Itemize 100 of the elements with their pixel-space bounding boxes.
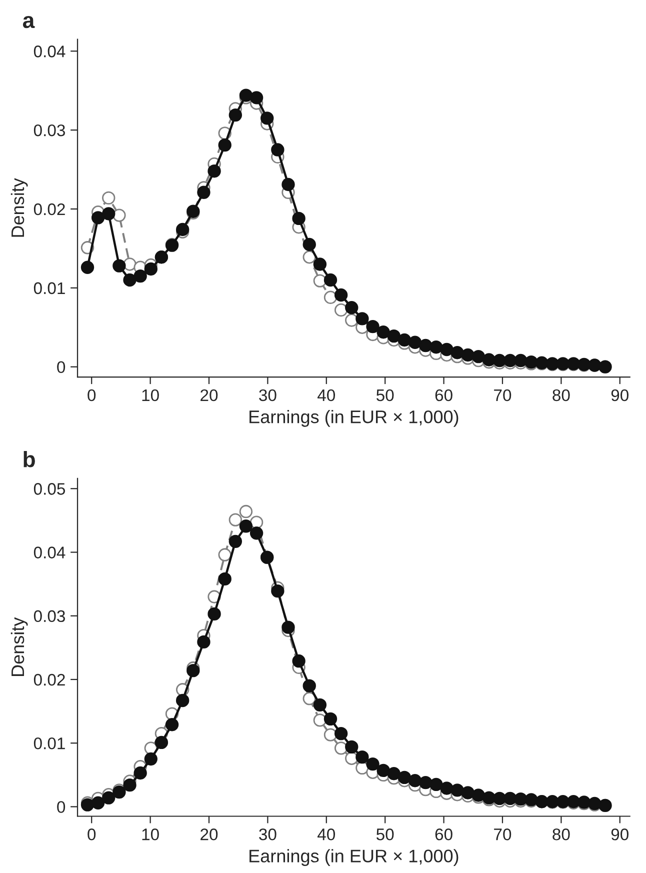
point	[313, 698, 327, 712]
point	[218, 548, 232, 562]
x-tick-label: 50	[376, 828, 394, 840]
x-tick-label: 80	[552, 828, 570, 840]
point	[504, 792, 517, 806]
point	[271, 584, 284, 598]
point	[123, 273, 136, 287]
point	[134, 269, 147, 283]
point	[356, 312, 369, 326]
y-tick-label: 0	[57, 801, 66, 813]
point	[324, 273, 338, 287]
point	[345, 740, 358, 754]
point	[440, 782, 454, 795]
point	[376, 326, 390, 339]
point	[154, 736, 168, 750]
point	[313, 714, 327, 727]
y-tick-label: 0.03	[34, 610, 65, 622]
point	[239, 504, 253, 518]
x-tick-label: 20	[200, 389, 218, 402]
point	[334, 303, 348, 317]
point	[472, 350, 486, 364]
point	[461, 786, 474, 800]
y-tick-label: 0.04	[34, 46, 66, 58]
x-tick-label: 80	[552, 389, 570, 402]
point	[102, 207, 116, 220]
point	[165, 718, 179, 732]
point	[208, 164, 221, 178]
x-tick-label: 70	[494, 389, 512, 402]
point	[356, 750, 369, 764]
x-tick-label: 10	[142, 389, 159, 402]
y-tick-label: 0.01	[34, 282, 65, 294]
x-tick-label: 30	[259, 828, 276, 840]
point	[250, 526, 264, 540]
y-tick-label: 0.03	[34, 124, 65, 136]
y-tick-label: 0.01	[34, 737, 65, 750]
point	[366, 757, 380, 771]
point	[80, 260, 94, 274]
point	[387, 329, 400, 343]
y-tick-label: 0.02	[34, 674, 65, 686]
point	[440, 342, 454, 356]
point	[250, 91, 264, 104]
point	[197, 186, 210, 200]
point	[228, 534, 242, 548]
point	[112, 259, 126, 272]
point	[239, 520, 253, 533]
point	[228, 108, 242, 122]
point	[450, 346, 464, 360]
x-tick-label: 60	[435, 828, 452, 840]
point	[514, 354, 528, 368]
point	[334, 742, 348, 755]
x-axis-title: Earnings (in EUR × 1,000)	[250, 849, 458, 866]
point	[197, 635, 210, 649]
x-tick-label: 50	[376, 389, 394, 402]
point	[376, 764, 390, 778]
point	[334, 288, 348, 302]
chart-title: a	[22, 16, 35, 28]
point	[461, 348, 474, 362]
point	[112, 208, 126, 222]
point	[324, 712, 338, 726]
point	[430, 778, 443, 792]
point	[492, 354, 506, 368]
y-tick-label: 0.02	[34, 203, 65, 216]
point	[366, 320, 380, 334]
y-axis-title: Density	[10, 617, 28, 676]
point	[450, 784, 464, 797]
x-axis-title: Earnings (in EUR × 1,000)	[250, 410, 458, 427]
point	[102, 791, 116, 804]
point	[282, 178, 295, 192]
x-tick-label: 30	[259, 389, 276, 402]
point	[176, 222, 190, 236]
chart-title: b	[24, 450, 35, 468]
point	[334, 726, 348, 740]
point	[123, 778, 136, 792]
point	[91, 211, 105, 224]
point	[302, 250, 316, 264]
point	[504, 354, 517, 368]
point	[102, 191, 116, 205]
point	[292, 654, 306, 668]
x-tick-label: 0	[88, 828, 96, 840]
point	[418, 776, 432, 790]
point	[282, 620, 295, 634]
point	[218, 572, 232, 586]
point	[208, 607, 221, 621]
point	[271, 143, 284, 156]
point	[345, 301, 358, 314]
point	[176, 694, 190, 708]
point	[324, 728, 338, 742]
x-tick-label: 90	[611, 389, 628, 402]
point	[345, 314, 358, 327]
point	[91, 796, 105, 810]
x-tick-label: 60	[435, 389, 452, 402]
y-tick-label: 0.04	[34, 546, 66, 558]
point	[313, 274, 327, 288]
point	[302, 238, 316, 252]
point	[228, 513, 242, 526]
y-tick-label: 0.05	[34, 483, 66, 495]
point	[134, 766, 147, 780]
point	[324, 290, 338, 304]
x-tick-label: 90	[611, 828, 628, 840]
point	[302, 679, 316, 692]
